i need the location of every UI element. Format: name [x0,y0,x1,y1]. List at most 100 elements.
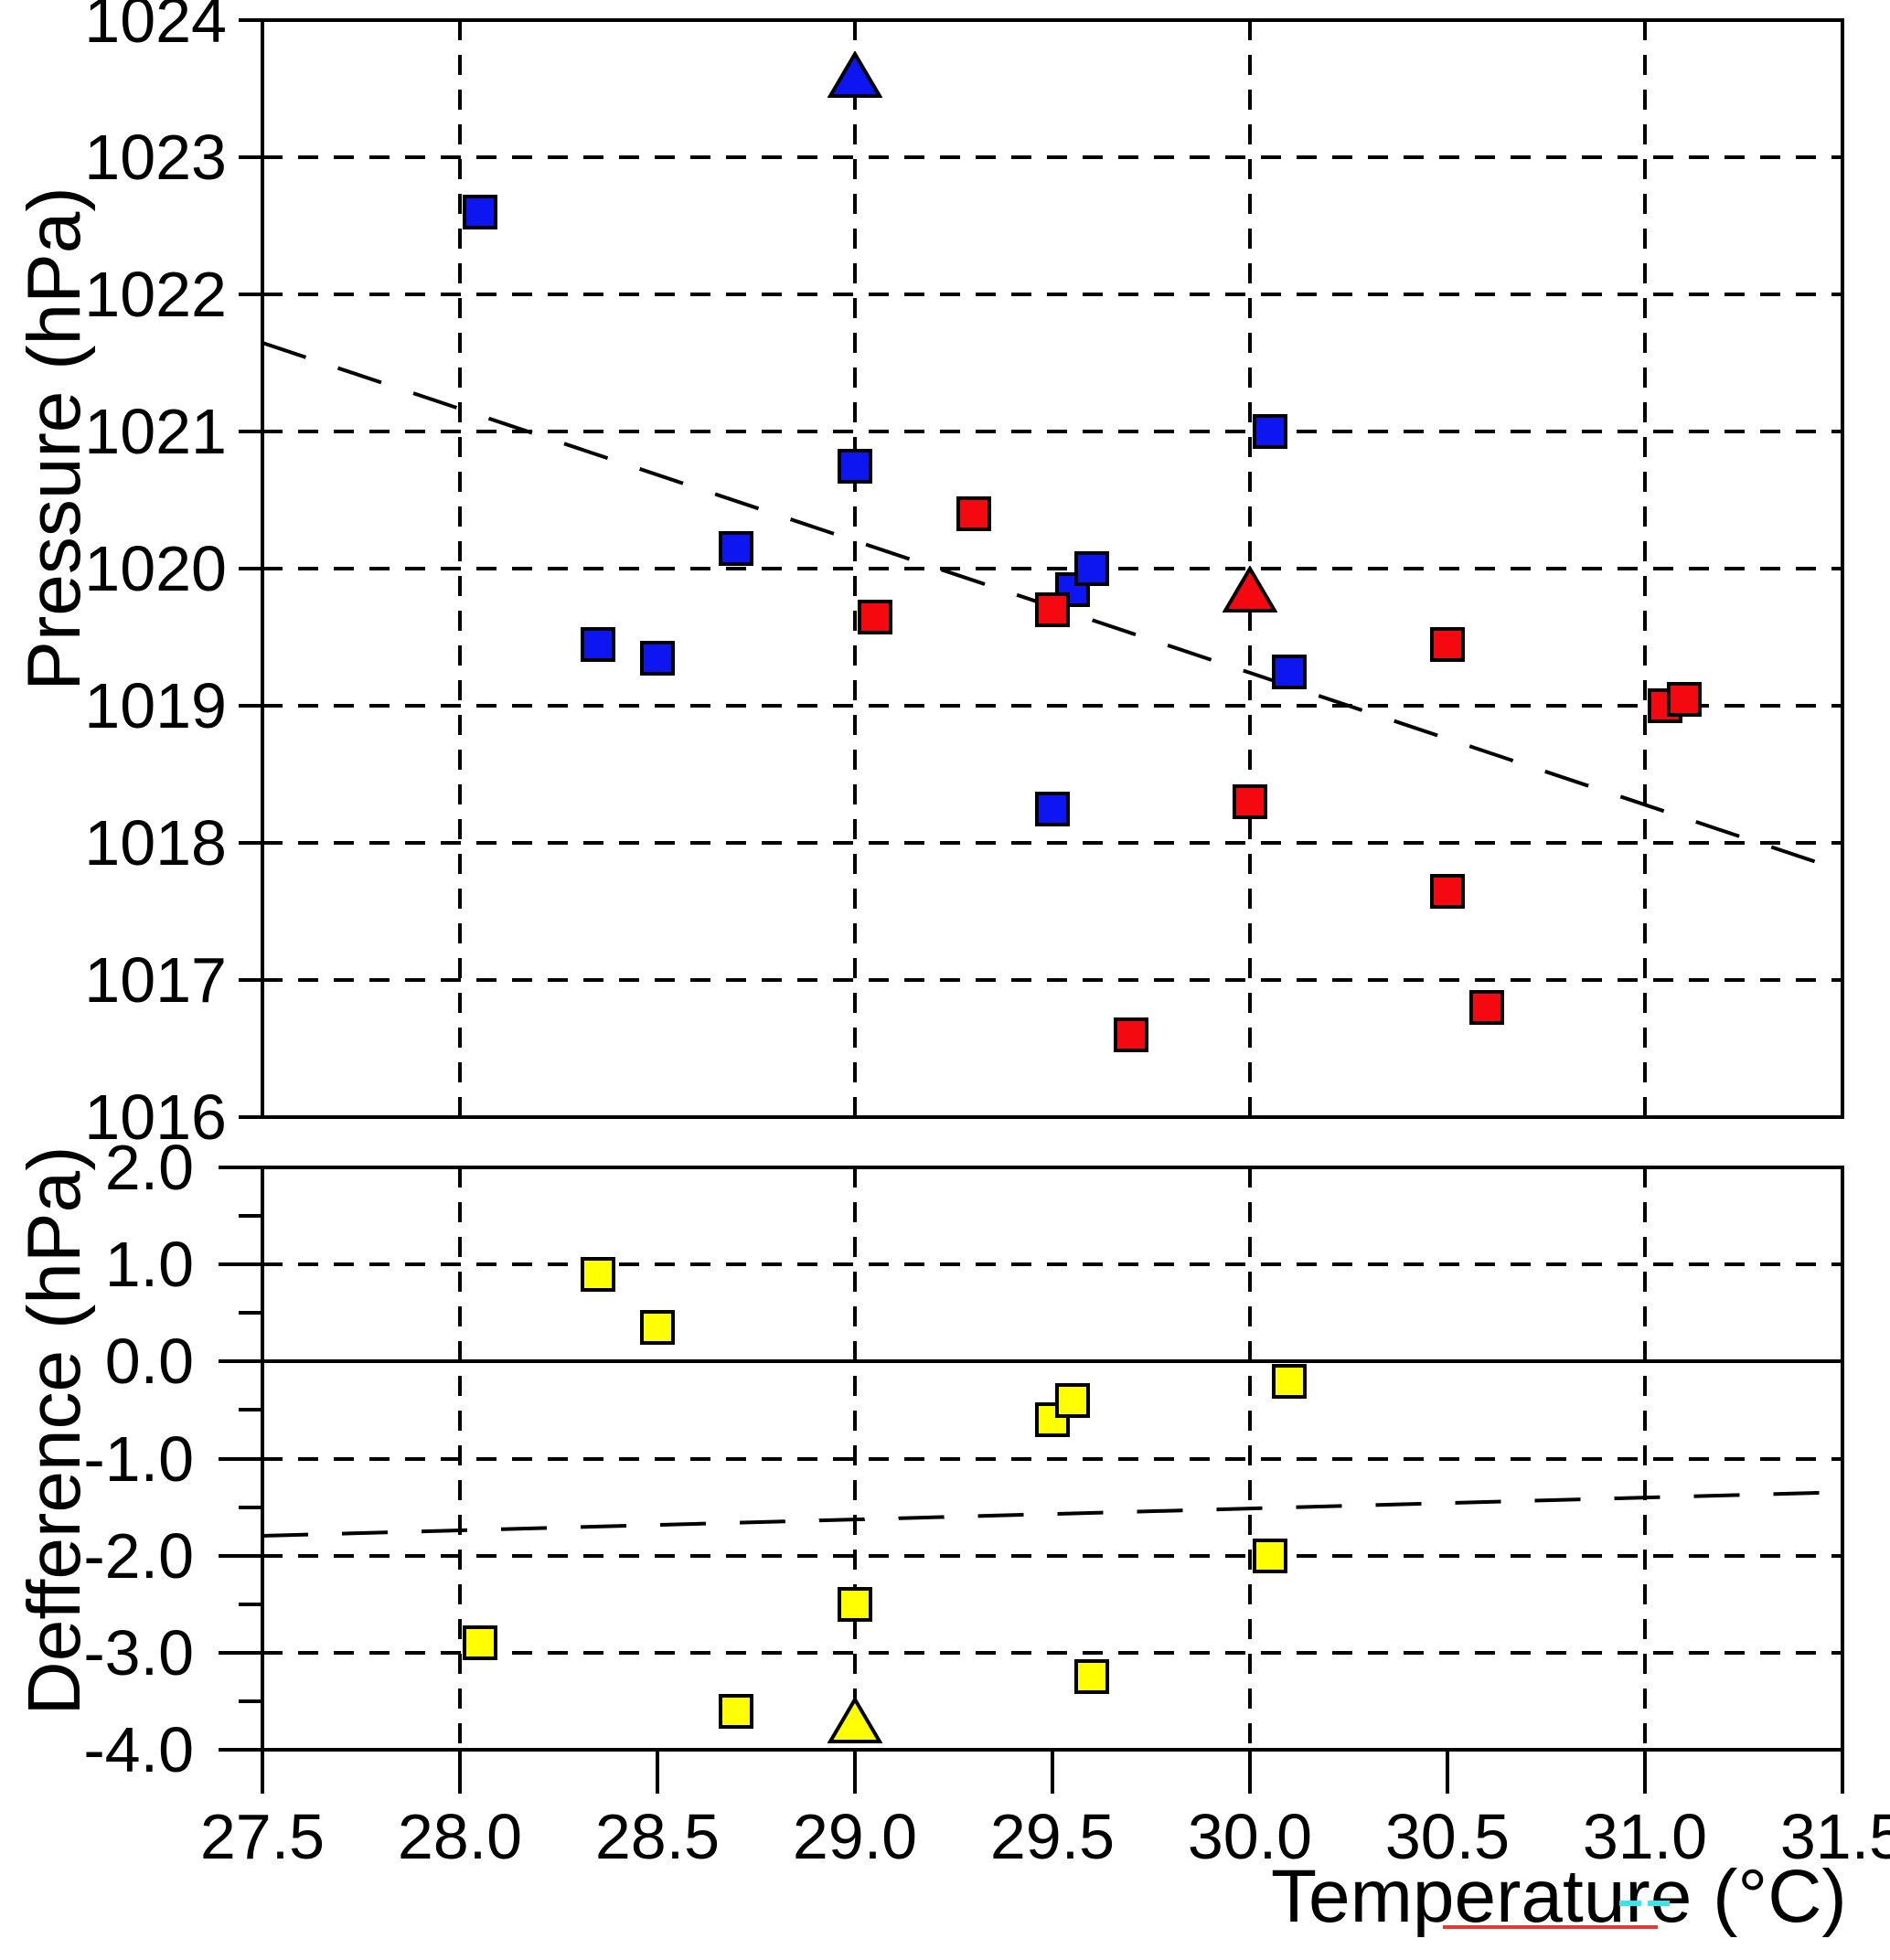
y-tick-label: 1017 [84,944,227,1016]
x-tick [656,1750,659,1794]
y-tick-label: 0.0 [104,1326,194,1398]
x-tick-label: 31.5 [1779,1801,1890,1872]
data-point-square-red-squares [1469,990,1505,1025]
x-gridline [458,1167,462,1750]
x-tick [458,1750,462,1794]
x-tick-label: 27.5 [199,1801,326,1872]
y-tick [239,18,262,22]
data-point-square-yellow-squares [462,1625,497,1661]
y-tick-label: 1022 [84,259,227,330]
x-tick-label: 29.0 [792,1801,918,1872]
x-gridline [458,20,462,1117]
x-tick [1248,1750,1252,1794]
y-gridline [262,293,1842,296]
y-gridline [262,1650,1842,1655]
data-point-square-yellow-squares [1272,1363,1308,1399]
y-gridline [262,155,1842,159]
difference-panel-frame [261,1166,1844,1752]
y-tick-label: -2.0 [83,1519,194,1592]
data-point-square-yellow-squares [719,1693,754,1729]
y-tick [219,1650,262,1655]
y-tick-label: 1024 [84,0,227,56]
x-gridline [1248,1167,1252,1750]
data-point-square-blue-squares [719,530,754,566]
y-gridline [262,704,1842,708]
y-tick [239,841,262,845]
x-tick-label: 31.0 [1582,1801,1708,1872]
y-tick [239,567,262,570]
y-tick-label: 1.0 [104,1229,194,1301]
data-point-square-yellow-squares [640,1310,675,1346]
data-point-square-blue-squares [640,640,675,676]
y-gridline [262,1262,1842,1267]
data-point-square-red-squares [1430,873,1465,909]
data-point-triangle-blue-triangle [828,51,882,98]
data-point-square-red-squares [1035,592,1070,627]
x-gridline [1643,1167,1647,1750]
x-tick [1841,1750,1844,1794]
data-point-square-blue-squares [1074,551,1110,586]
data-point-square-yellow-squares [1252,1538,1287,1573]
y-tick-label: 1020 [84,533,227,604]
y-tick [219,1553,262,1558]
y-tick-label: 1018 [84,807,227,879]
data-point-square-yellow-squares [1054,1382,1090,1418]
x-gridline [1643,20,1647,1117]
y-tick [239,704,262,708]
y-tick [239,293,262,296]
y-tick [219,1166,262,1169]
y-minor-tick [239,1311,262,1316]
x-tick-label: 28.5 [594,1801,721,1872]
data-point-square-blue-squares [838,448,872,484]
cyan-dash-artifact [1619,1901,1641,1906]
data-point-square-blue-squares [462,195,497,229]
y-gridline [262,1553,1842,1558]
data-point-square-blue-squares [1272,654,1308,689]
data-point-square-red-squares [1667,681,1703,717]
data-point-square-blue-squares [1252,414,1287,449]
y-tick [239,155,262,159]
y-tick-label: 2.0 [104,1132,194,1203]
data-point-square-red-squares [1114,1017,1149,1052]
y-tick-label: -3.0 [83,1616,194,1688]
y-tick [219,1359,262,1364]
x-gridline [853,1167,857,1750]
y-minor-tick [239,1408,262,1412]
y-gridline [262,978,1842,982]
x-tick-label: 28.0 [397,1801,523,1872]
data-point-square-red-squares [956,496,991,531]
x-tick [1051,1750,1054,1794]
y-tick-label: -4.0 [83,1714,194,1785]
y-minor-tick [239,1214,262,1219]
y-gridline [262,430,1842,433]
x-tick-label: 30.5 [1384,1801,1511,1872]
y-tick-label: 1021 [84,396,227,467]
data-point-square-yellow-squares [1074,1659,1110,1695]
y-minor-tick [239,1505,262,1509]
data-point-triangle-yellow-triangle [828,1697,882,1744]
data-point-square-blue-squares [581,626,616,662]
x-tick [261,1750,264,1794]
data-point-square-yellow-squares [581,1256,616,1292]
y-tick-label: -1.0 [83,1422,194,1495]
y-tick-label: 1016 [84,1081,227,1153]
x-tick-label: 30.0 [1187,1801,1313,1872]
data-point-square-red-squares [1430,626,1465,662]
pressure-panel-frame [261,18,1844,1119]
data-point-triangle-red-triangle [1223,565,1277,612]
y-gridline [262,841,1842,845]
red-strike-artifact [1443,1925,1658,1929]
y-minor-tick [239,1602,262,1606]
y-tick [239,978,262,982]
y-gridline [262,1456,1842,1461]
x-tick [1446,1750,1449,1794]
y-minor-tick [239,1699,262,1703]
y-tick-label: 1019 [84,670,227,741]
y-tick-label: 1023 [84,122,227,193]
data-point-square-red-squares [857,599,892,634]
x-tick [853,1750,857,1794]
y-tick [239,1115,262,1119]
cyan-dash-artifact [1648,1901,1670,1906]
x-tick [1643,1750,1647,1794]
y-gridline [262,567,1842,570]
